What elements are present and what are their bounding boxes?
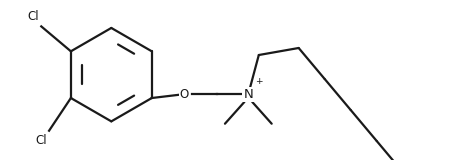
Text: O: O	[180, 88, 189, 101]
Text: N: N	[243, 88, 253, 101]
Text: Cl: Cl	[35, 134, 47, 147]
Text: +: +	[255, 77, 263, 86]
Text: Cl: Cl	[28, 10, 39, 23]
